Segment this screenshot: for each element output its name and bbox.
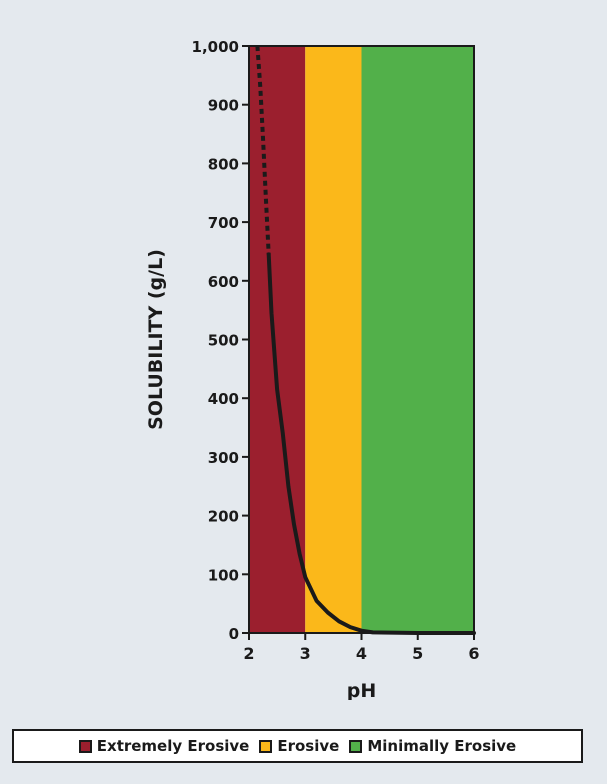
y-axis-label: SOLUBILITY (g/L) xyxy=(145,249,167,430)
x-tick-label: 3 xyxy=(300,644,311,663)
legend-label: Erosive xyxy=(277,737,340,755)
y-tick-label: 900 xyxy=(208,97,239,115)
chart: 0 100 200 300 400 500 600 700 800 900 1,000 2 3 4 5 6 p… xyxy=(145,38,480,700)
x-axis-label: pH xyxy=(347,680,377,700)
legend-swatch-erosive xyxy=(259,739,273,753)
x-tick-label: 6 xyxy=(468,644,479,663)
y-tick-label: 0 xyxy=(229,625,239,643)
y-tick-label: 100 xyxy=(208,566,239,584)
y-tick-label: 700 xyxy=(208,214,239,232)
legend-item-extremely-erosive: Extremely Erosive xyxy=(78,737,250,755)
y-tick-label: 400 xyxy=(208,390,239,408)
x-tick-label: 4 xyxy=(356,644,367,663)
y-tick-label: 800 xyxy=(208,155,239,173)
y-tick-label: 200 xyxy=(208,508,239,526)
band-erosive xyxy=(305,46,362,633)
legend: Extremely Erosive Erosive Minimally Eros… xyxy=(12,729,583,763)
legend-swatch-extremely-erosive xyxy=(78,739,92,753)
x-tick-label: 2 xyxy=(243,644,254,663)
legend-swatch-minimally-erosive xyxy=(349,739,363,753)
legend-label: Minimally Erosive xyxy=(367,737,517,755)
solubility-curve xyxy=(266,252,476,635)
legend-item-minimally-erosive: Minimally Erosive xyxy=(349,737,516,755)
band-minimally-erosive xyxy=(361,46,474,633)
y-tick-label: 600 xyxy=(208,273,239,291)
solubility-curve-extrapolated xyxy=(255,45,271,255)
x-tick-label: 5 xyxy=(412,644,423,663)
y-tick-label: 500 xyxy=(208,332,239,350)
y-tick-label: 300 xyxy=(208,449,239,467)
legend-item-erosive: Erosive xyxy=(259,737,339,755)
y-tick-label: 1,000 xyxy=(192,38,239,56)
legend-label: Extremely Erosive xyxy=(96,737,250,755)
